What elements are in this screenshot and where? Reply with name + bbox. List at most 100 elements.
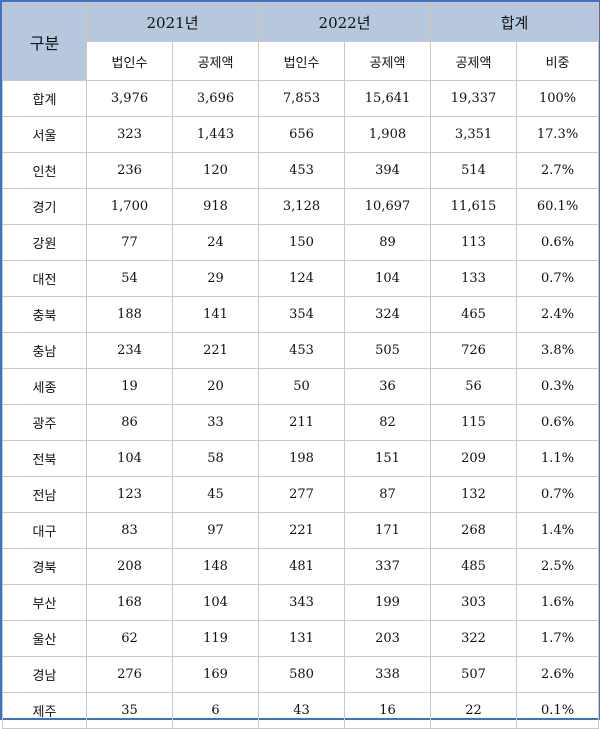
value-cell: 0.7% <box>516 476 600 513</box>
table-header: 구분 2021년 2022년 합계 법인수 공제액 법인수 공제액 공제액 비중 <box>2 2 600 81</box>
table-row: 대구 83 97 221 171 268 1.4% <box>2 512 600 549</box>
value-cell: 36 <box>344 368 432 405</box>
header-total: 합계 <box>430 2 600 42</box>
value-cell: 656 <box>258 116 346 153</box>
value-cell: 19,337 <box>430 80 518 117</box>
value-cell: 1.4% <box>516 512 600 549</box>
table-row: 대전 54 29 124 104 133 0.7% <box>2 260 600 297</box>
value-cell: 97 <box>171 512 260 549</box>
value-cell: 83 <box>86 512 173 549</box>
value-cell: 221 <box>258 512 346 549</box>
region-cell: 인천 <box>2 152 87 189</box>
value-cell: 2.7% <box>516 152 600 189</box>
table-row: 합계 3,976 3,696 7,853 15,641 19,337 100% <box>2 80 600 117</box>
region-cell: 세종 <box>2 368 87 405</box>
region-cell: 부산 <box>2 584 87 621</box>
region-cell: 대전 <box>2 260 87 297</box>
table-row: 울산 62 119 131 203 322 1.7% <box>2 620 600 657</box>
value-cell: 485 <box>430 548 518 585</box>
value-cell: 133 <box>430 260 518 297</box>
table-row: 제주 35 6 43 16 22 0.1% <box>2 692 600 729</box>
value-cell: 104 <box>86 440 173 477</box>
value-cell: 303 <box>430 584 518 621</box>
value-cell: 234 <box>86 332 173 369</box>
value-cell: 343 <box>258 584 346 621</box>
value-cell: 221 <box>171 332 260 369</box>
value-cell: 0.3% <box>516 368 600 405</box>
header-category: 구분 <box>2 2 87 81</box>
value-cell: 50 <box>258 368 346 405</box>
header-row-subs: 법인수 공제액 법인수 공제액 공제액 비중 <box>3 41 600 81</box>
value-cell: 198 <box>258 440 346 477</box>
value-cell: 123 <box>86 476 173 513</box>
region-cell: 전남 <box>2 476 87 513</box>
value-cell: 0.7% <box>516 260 600 297</box>
table-row: 경기 1,700 918 3,128 10,697 11,615 60.1% <box>2 188 600 225</box>
value-cell: 45 <box>171 476 260 513</box>
region-cell: 합계 <box>2 80 87 117</box>
value-cell: 60.1% <box>516 188 600 225</box>
table-row: 충북 188 141 354 324 465 2.4% <box>2 296 600 333</box>
header-sub: 법인수 <box>258 41 346 81</box>
value-cell: 141 <box>171 296 260 333</box>
value-cell: 465 <box>430 296 518 333</box>
value-cell: 514 <box>430 152 518 189</box>
value-cell: 203 <box>344 620 432 657</box>
region-cell: 경북 <box>2 548 87 585</box>
value-cell: 188 <box>86 296 173 333</box>
value-cell: 3,976 <box>86 80 173 117</box>
value-cell: 208 <box>86 548 173 585</box>
value-cell: 113 <box>430 224 518 261</box>
value-cell: 1.7% <box>516 620 600 657</box>
header-sub: 공제액 <box>344 41 432 81</box>
value-cell: 43 <box>258 692 346 729</box>
region-cell: 전북 <box>2 440 87 477</box>
region-cell: 대구 <box>2 512 87 549</box>
region-cell: 광주 <box>2 404 87 441</box>
value-cell: 2.6% <box>516 656 600 693</box>
table-row: 세종 19 20 50 36 56 0.3% <box>2 368 600 405</box>
value-cell: 54 <box>86 260 173 297</box>
value-cell: 211 <box>258 404 346 441</box>
value-cell: 453 <box>258 332 346 369</box>
header-year-2021: 2021년 <box>85 2 260 42</box>
value-cell: 505 <box>344 332 432 369</box>
value-cell: 0.6% <box>516 224 600 261</box>
value-cell: 15,641 <box>344 80 432 117</box>
value-cell: 481 <box>258 548 346 585</box>
table-row: 전남 123 45 277 87 132 0.7% <box>2 476 600 513</box>
value-cell: 19 <box>86 368 173 405</box>
table-row: 서울 323 1,443 656 1,908 3,351 17.3% <box>2 116 600 153</box>
value-cell: 131 <box>258 620 346 657</box>
value-cell: 86 <box>86 404 173 441</box>
value-cell: 104 <box>171 584 260 621</box>
value-cell: 1,443 <box>171 116 260 153</box>
value-cell: 1,908 <box>344 116 432 153</box>
value-cell: 338 <box>344 656 432 693</box>
value-cell: 453 <box>258 152 346 189</box>
value-cell: 394 <box>344 152 432 189</box>
value-cell: 276 <box>86 656 173 693</box>
value-cell: 277 <box>258 476 346 513</box>
value-cell: 2.4% <box>516 296 600 333</box>
table-body: 합계 3,976 3,696 7,853 15,641 19,337 100% 서울 323 1,… <box>2 80 600 729</box>
value-cell: 62 <box>86 620 173 657</box>
value-cell: 3,128 <box>258 188 346 225</box>
value-cell: 104 <box>344 260 432 297</box>
table-row: 충남 234 221 453 505 726 3.8% <box>2 332 600 369</box>
table-row: 경북 208 148 481 337 485 2.5% <box>2 548 600 585</box>
value-cell: 115 <box>430 404 518 441</box>
header-sub: 비중 <box>516 41 600 81</box>
value-cell: 7,853 <box>258 80 346 117</box>
value-cell: 580 <box>258 656 346 693</box>
value-cell: 3,696 <box>171 80 260 117</box>
region-cell: 서울 <box>2 116 87 153</box>
value-cell: 0.6% <box>516 404 600 441</box>
region-cell: 경남 <box>2 656 87 693</box>
value-cell: 11,615 <box>430 188 518 225</box>
region-cell: 경기 <box>2 188 87 225</box>
header-year-2022: 2022년 <box>258 2 432 42</box>
table-row: 부산 168 104 343 199 303 1.6% <box>2 584 600 621</box>
value-cell: 3,351 <box>430 116 518 153</box>
